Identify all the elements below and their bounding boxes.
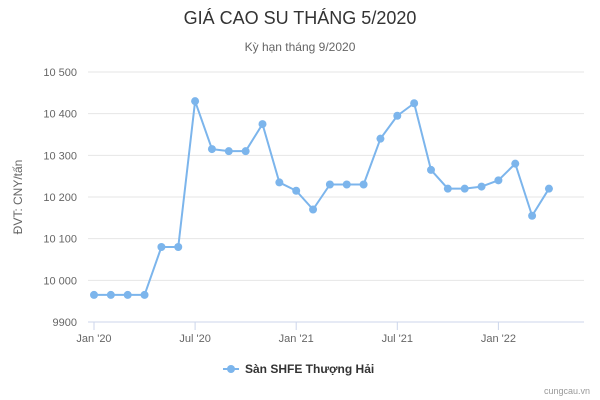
data-point[interactable] — [460, 184, 469, 193]
data-point[interactable] — [258, 120, 267, 129]
x-tick-label: Jan '21 — [279, 333, 314, 345]
data-point[interactable] — [393, 111, 402, 120]
data-point[interactable] — [511, 159, 520, 168]
y-tick-label: 10 400 — [43, 109, 77, 121]
data-point[interactable] — [528, 211, 537, 220]
data-point[interactable] — [157, 243, 166, 251]
legend[interactable]: Sàn SHFE Thượng Hải — [223, 362, 374, 376]
data-point[interactable] — [106, 290, 115, 299]
y-tick-label: 10 500 — [43, 67, 77, 79]
data-point[interactable] — [427, 165, 435, 174]
y-tick-label: 10 100 — [43, 234, 77, 246]
credit-link[interactable]: cungcau.vn — [544, 386, 590, 396]
grid-lines — [88, 71, 584, 281]
y-tick-label: 9900 — [53, 317, 77, 329]
data-point[interactable] — [544, 184, 553, 193]
x-tick-label: Jul '20 — [179, 333, 210, 345]
y-axis-title: ĐVT: CNY/tấn — [11, 160, 25, 235]
legend-marker — [227, 365, 235, 373]
data-point[interactable] — [191, 97, 200, 106]
data-point[interactable] — [224, 147, 233, 156]
data-point[interactable] — [309, 205, 318, 214]
data-point[interactable] — [292, 186, 301, 195]
data-point[interactable] — [325, 180, 334, 189]
x-tick-label: Jul '21 — [382, 333, 413, 345]
data-point[interactable] — [275, 178, 284, 187]
data-point[interactable] — [359, 180, 368, 189]
y-tick-label: 10 200 — [43, 192, 77, 204]
data-point[interactable] — [410, 99, 419, 108]
data-point[interactable] — [477, 182, 486, 191]
data-point[interactable] — [443, 184, 452, 193]
chart-subtitle: Kỳ hạn tháng 9/2020 — [245, 40, 356, 54]
data-point[interactable] — [123, 290, 132, 299]
data-point[interactable] — [494, 176, 503, 185]
data-point[interactable] — [342, 180, 351, 189]
data-point[interactable] — [174, 243, 183, 251]
data-point[interactable] — [376, 134, 385, 143]
data-point[interactable] — [241, 147, 250, 156]
data-point[interactable] — [207, 145, 216, 154]
y-tick-label: 10 000 — [43, 275, 77, 287]
x-tick-label: Jan '20 — [76, 333, 111, 345]
legend-label[interactable]: Sàn SHFE Thượng Hải — [245, 362, 374, 376]
x-axis: Jan '20 Jul '20 Jan '21 Jul '21 Jan '22 — [76, 321, 584, 345]
x-tick-label: Jan '22 — [481, 333, 516, 345]
series-layer — [90, 97, 553, 299]
data-point[interactable] — [140, 290, 149, 299]
chart-title: GIÁ CAO SU THÁNG 5/2020 — [184, 8, 417, 28]
series-line — [94, 100, 550, 296]
data-point[interactable] — [90, 290, 98, 299]
y-axis-labels: 9900 10 000 10 100 10 200 10 300 10 400 10 500 — [43, 67, 77, 329]
y-tick-label: 10 300 — [43, 150, 77, 162]
